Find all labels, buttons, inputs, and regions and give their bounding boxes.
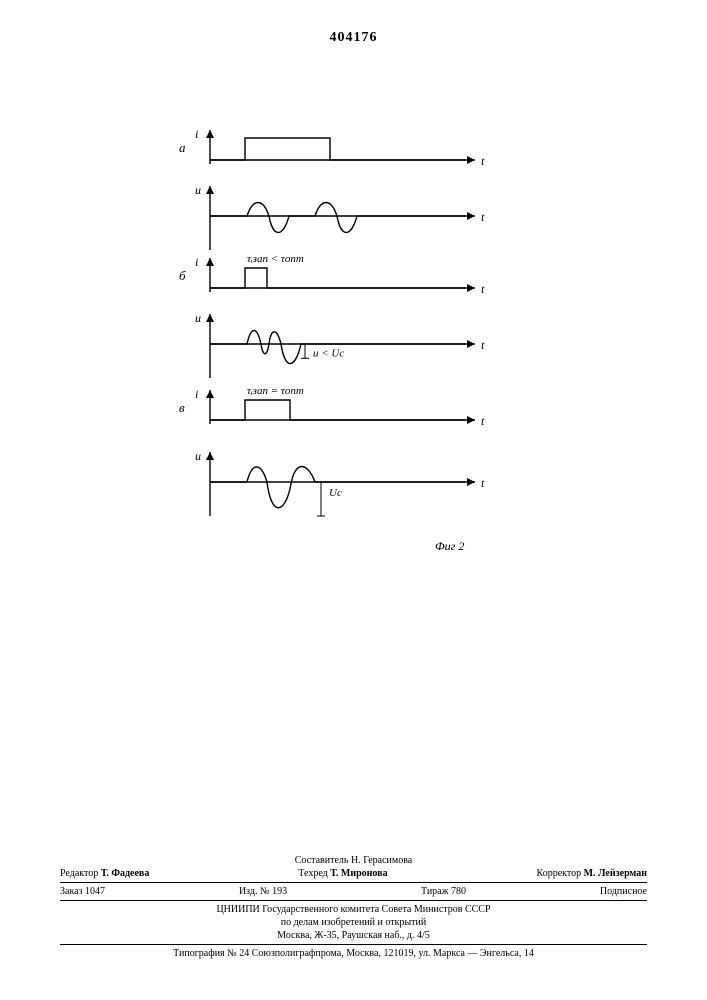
order-block: Заказ 1047 [60,885,105,898]
svg-text:i: i [195,387,198,401]
svg-text:t: t [481,338,485,352]
svg-text:t: t [481,414,485,428]
org-line1: ЦНИИПИ Государственного комитета Совета … [60,903,647,916]
svg-text:u: u [195,449,201,463]
svg-text:t: t [481,282,485,296]
document-number: 404176 [0,30,707,46]
svg-text:i: i [195,255,198,269]
typography: Типография № 24 Союзполиграфпрома, Москв… [60,947,647,960]
izd-block: Изд. № 193 [239,885,287,898]
svg-text:Фиг 2: Фиг 2 [435,539,464,553]
compiler-label: Составитель [295,855,349,866]
svg-text:б: б [179,268,186,283]
svg-text:τᵢзап = τопт: τᵢзап = τопт [247,385,304,397]
colophon: Составитель Н. Герасимова Редактор Т. Фа… [60,854,647,960]
svg-text:t: t [481,476,485,490]
org-line3: Москва, Ж-35, Раушская наб., д. 4/5 [60,929,647,942]
figure-2: i t a u t i t б τᵢзап < τопт u t u < Uc i t в τᵢзап = τ… [175,130,535,570]
svg-text:a: a [179,140,186,155]
svg-text:t: t [481,154,485,168]
org-line2: по делам изобретений и открытий [60,916,647,929]
svg-text:u < Uc: u < Uc [313,347,344,359]
editor-block: Редактор Т. Фадеева [60,867,149,880]
svg-text:t: t [481,210,485,224]
corrector-block: Корректор М. Лейзерман [537,867,647,880]
compiler-name: Н. Герасимова [351,855,412,866]
svg-text:u: u [195,183,201,197]
svg-text:Uc: Uc [329,487,342,499]
tirazh-block: Тираж 780 [421,885,466,898]
podpisnoe: Подписное [600,885,647,898]
svg-text:в: в [179,400,185,415]
svg-text:u: u [195,311,201,325]
svg-text:i: i [195,130,198,141]
svg-text:τᵢзап < τопт: τᵢзап < τопт [247,253,304,265]
techred-block: Техред Т. Миронова [298,867,387,880]
